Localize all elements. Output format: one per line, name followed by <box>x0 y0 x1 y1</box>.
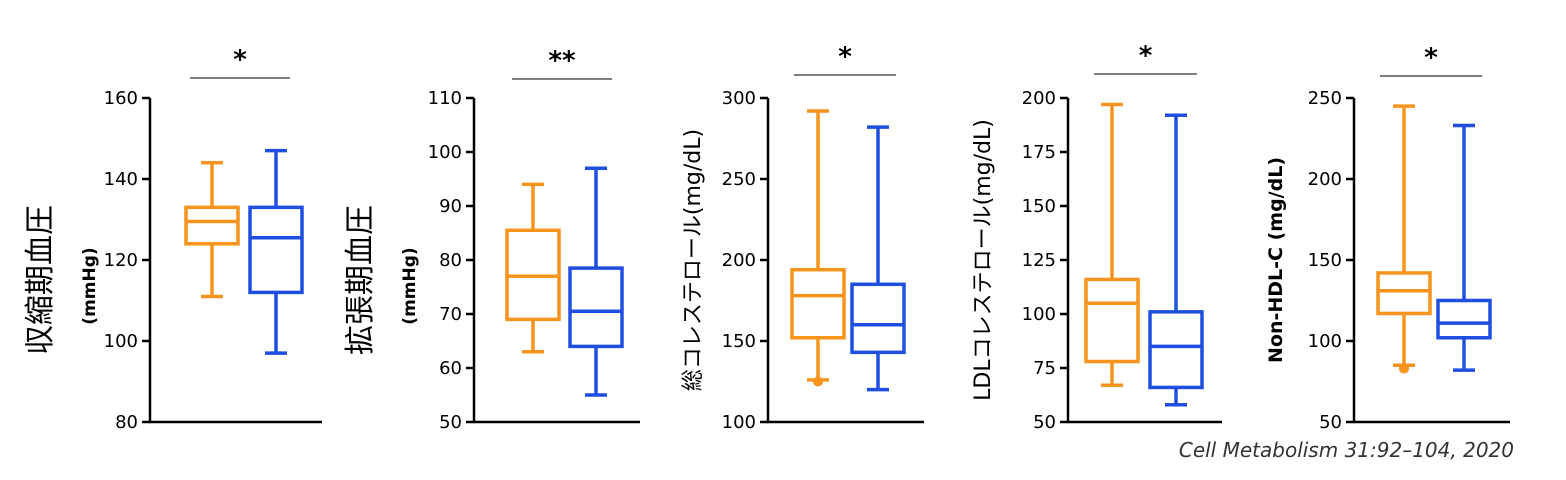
y-axis-title: 総コレステロール(mg/dL) <box>681 129 706 391</box>
y-axis-unit: (mmHg) <box>400 247 420 324</box>
iqr-box <box>184 205 240 246</box>
y-tick-label: 200 <box>1308 169 1342 190</box>
outlier-point <box>1399 363 1409 374</box>
y-tick-label: 125 <box>1022 250 1056 271</box>
chart-panel-1: 80 100 120 140 160 * 収縮期血圧 (mmHg) <box>23 45 322 433</box>
y-tick-label: 110 <box>428 88 462 109</box>
box-group-1 <box>1084 102 1140 388</box>
chart-panel-3: 100 150 200 250 300 * 総コレステロール(mg/dL) <box>681 42 924 433</box>
iqr-box <box>1084 277 1140 364</box>
box-group-2 <box>1436 123 1492 372</box>
y-tick-label: 140 <box>104 169 138 190</box>
y-tick-label: 300 <box>722 88 756 109</box>
y-tick-label: 80 <box>115 412 138 433</box>
y-tick-label: 200 <box>722 250 756 271</box>
iqr-box <box>850 282 906 355</box>
significance-label: * <box>1424 43 1438 73</box>
y-tick-label: 120 <box>104 250 138 271</box>
iqr-box <box>1376 271 1432 316</box>
y-tick-label: 50 <box>1033 412 1056 433</box>
y-tick-label: 150 <box>1022 196 1056 217</box>
box-group-2 <box>568 166 624 397</box>
y-tick-label: 250 <box>1308 88 1342 109</box>
outlier-point <box>813 376 823 387</box>
y-tick-label: 100 <box>1308 331 1342 352</box>
y-tick-label: 200 <box>1022 88 1056 109</box>
box-group-2 <box>248 148 304 355</box>
y-axis-title: 拡張期血圧 <box>343 205 378 355</box>
significance-label: * <box>233 45 247 75</box>
iqr-box <box>1148 310 1204 390</box>
chart-panel-5: 50 100 150 200 250 * Non-HDL-C (mg/dL) <box>1265 43 1510 433</box>
chart-panel-4: 50 75 100 125 150 175 200 * LDLコレステロール(mg/dL) <box>971 41 1222 433</box>
y-tick-label: 175 <box>1022 142 1056 163</box>
iqr-box <box>568 266 624 349</box>
y-axis-title: 収縮期血圧 <box>23 205 58 355</box>
y-tick-label: 150 <box>1308 250 1342 271</box>
y-tick-label: 75 <box>1033 358 1056 379</box>
citation-text: Cell Metabolism 31:92–104, 2020 <box>1178 438 1514 462</box>
iqr-box <box>1436 298 1492 340</box>
y-tick-label: 150 <box>722 331 756 352</box>
y-axis-title: Non-HDL-C (mg/dL) <box>1265 157 1287 363</box>
y-tick-label: 100 <box>722 412 756 433</box>
box-group-2 <box>850 125 906 392</box>
y-axis-title: LDLコレステロール(mg/dL) <box>971 119 996 401</box>
significance-label: * <box>838 42 852 72</box>
y-tick-label: 90 <box>439 196 462 217</box>
chart-panel-2: 50 60 70 80 90 100 110 ** 拡張期血圧 (mmHg) <box>343 46 640 433</box>
iqr-box <box>790 267 846 340</box>
y-tick-label: 80 <box>439 250 462 271</box>
box-group-2 <box>1148 113 1204 407</box>
y-tick-label: 50 <box>1319 412 1342 433</box>
y-tick-label: 60 <box>439 358 462 379</box>
y-tick-label: 100 <box>104 331 138 352</box>
box-group-1 <box>1376 104 1432 374</box>
y-tick-label: 160 <box>104 88 138 109</box>
y-tick-label: 250 <box>722 169 756 190</box>
box-group-1 <box>184 161 240 299</box>
y-axis-unit: (mmHg) <box>80 247 100 324</box>
iqr-box <box>248 205 304 295</box>
y-tick-label: 100 <box>1022 304 1056 325</box>
box-group-1 <box>505 182 561 354</box>
significance-label: ** <box>548 46 576 76</box>
y-tick-label: 70 <box>439 304 462 325</box>
significance-label: * <box>1139 41 1153 71</box>
y-tick-label: 50 <box>439 412 462 433</box>
box-group-1 <box>790 109 846 387</box>
y-tick-label: 100 <box>428 142 462 163</box>
